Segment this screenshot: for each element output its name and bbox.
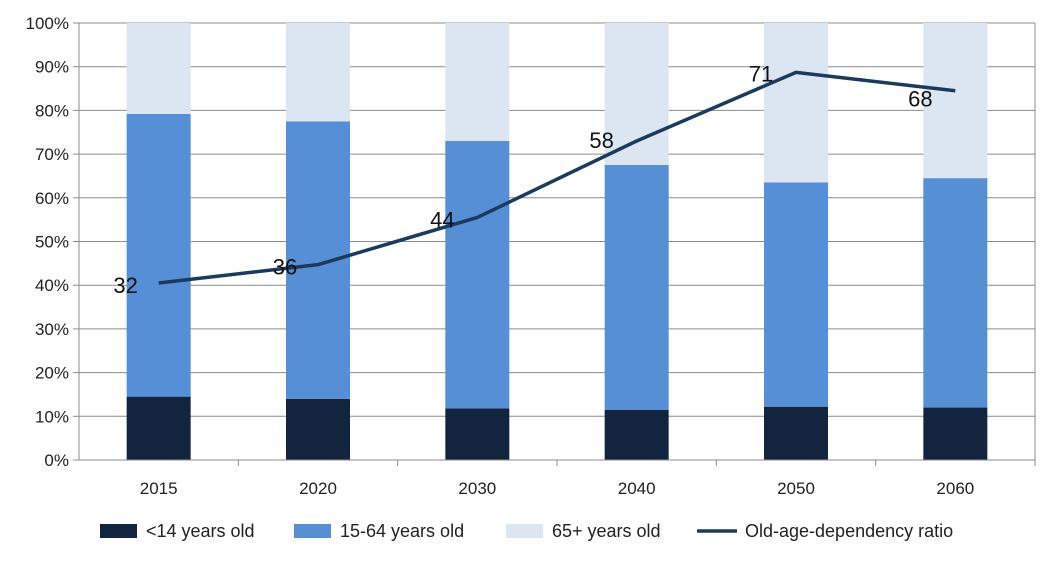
bar-segment [604,409,669,460]
y-tick-label: 60% [35,189,69,208]
bar-segment [764,182,828,407]
y-tick-label: 80% [35,101,69,120]
legend-label: 65+ years old [552,521,661,541]
bar-segment [923,178,988,408]
legend-swatch [294,524,331,538]
gridlines [79,22,1035,417]
bar-segment [764,23,828,183]
bar-segment [923,407,988,460]
data-labels: 32 36 44 58 71 68 [113,61,932,298]
legend: <14 years old 15-64 years old 65+ years ol… [100,521,953,541]
x-axis-ticks: 2015 2020 2030 2040 2050 2060 [140,479,974,498]
x-tick-label: 2040 [618,479,656,498]
y-tick-label: 100% [26,14,69,33]
data-label: 68 [908,87,932,112]
x-tick-label: 2050 [777,479,815,498]
bar-segment [445,23,510,141]
y-axis-ticks: 0% 10% 20% 30% 40% 50% 60% 70% 80% 90% 100% [26,14,69,470]
x-tick-label: 2020 [299,479,337,498]
dependency-line [158,70,956,285]
y-tick-label: 10% [35,407,69,426]
y-tick-label: 40% [35,276,69,295]
data-label: 36 [273,255,297,280]
legend-swatch [506,524,543,538]
y-tick-label: 50% [35,233,69,252]
x-tick-label: 2060 [936,479,974,498]
y-tick-label: 20% [35,364,69,383]
bar-segment [445,140,510,409]
legend-label: <14 years old [146,521,255,541]
bar-segment [286,23,350,122]
y-tick-label: 70% [35,145,69,164]
legend-label: 15-64 years old [340,521,464,541]
legend-swatch [100,524,137,538]
bar-segment [126,23,191,114]
data-label: 71 [749,61,773,86]
dependency-line-path [158,70,956,285]
y-tick-label: 30% [35,320,69,339]
data-label: 44 [430,207,454,232]
bar-segment [286,398,350,460]
y-tick-label: 0% [44,451,69,470]
axes [73,22,1036,466]
bar-segment [445,408,510,460]
bar-segment [126,396,191,460]
y-tick-label: 90% [35,58,69,77]
legend-label: Old-age-dependency ratio [745,521,953,541]
bar-segment [604,165,669,410]
bar-segment [923,23,988,179]
x-tick-label: 2030 [458,479,496,498]
data-label: 58 [589,128,613,153]
bar-segment [126,113,191,397]
x-tick-label: 2015 [140,479,178,498]
bar-segment [764,406,828,460]
data-label: 32 [113,273,137,298]
bar-segment [604,23,669,166]
